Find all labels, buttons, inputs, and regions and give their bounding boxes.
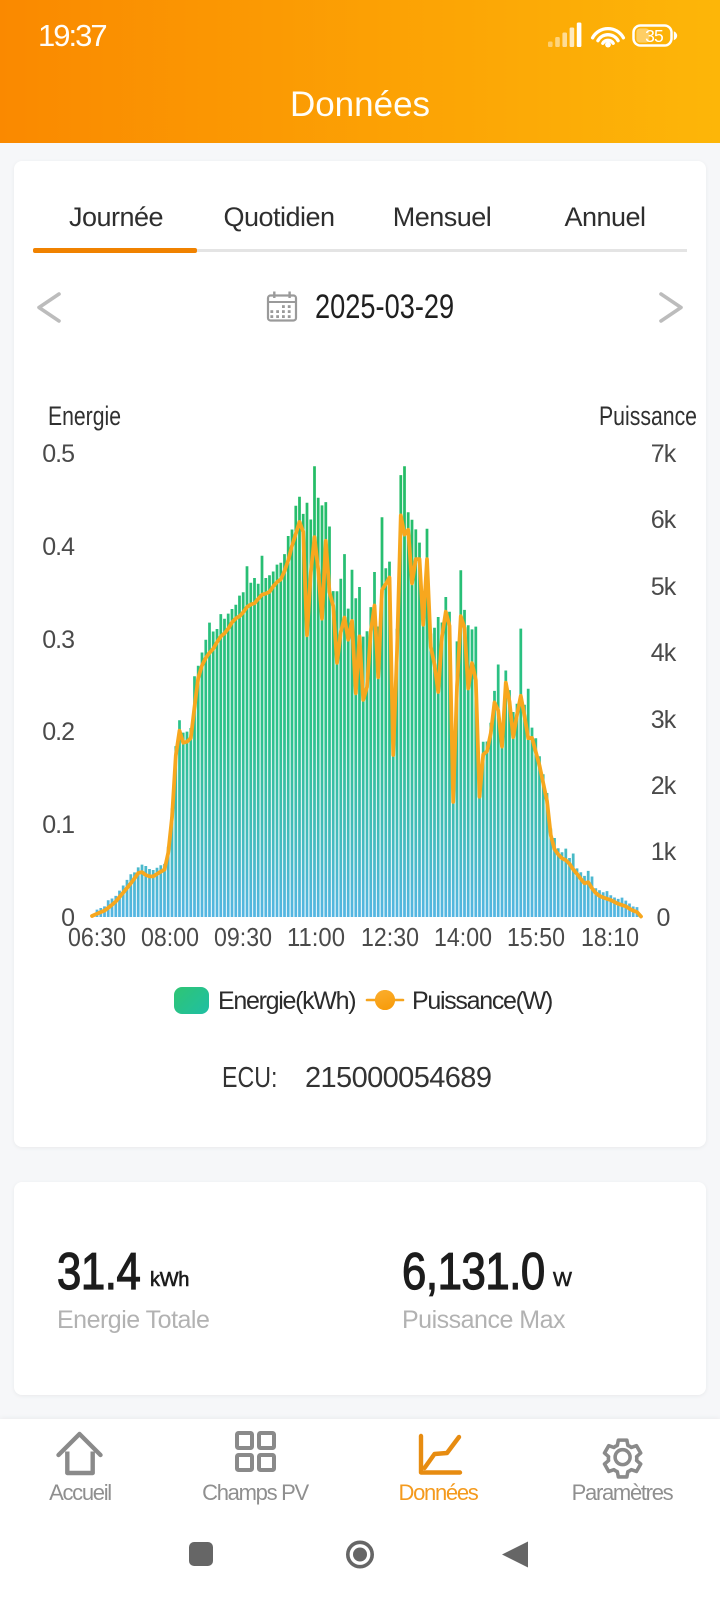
svg-text:1k: 1k [651,838,677,866]
svg-text:0.4: 0.4 [42,533,75,561]
svg-text:5k: 5k [651,573,677,601]
svg-text:3k: 3k [651,706,677,734]
svg-text:0.5: 0.5 [42,440,74,468]
svg-text:0.1: 0.1 [42,811,74,839]
svg-text:09:30: 09:30 [214,922,272,952]
svg-text:15:50: 15:50 [507,922,565,952]
svg-text:7k: 7k [651,440,677,468]
svg-text:14:00: 14:00 [434,922,492,952]
svg-text:08:00: 08:00 [141,922,199,952]
svg-text:0.3: 0.3 [42,626,74,654]
svg-text:06:30: 06:30 [68,922,126,952]
svg-text:Energie: Energie [48,401,121,431]
svg-text:11:00: 11:00 [287,922,345,952]
svg-text:Puissance: Puissance [599,401,697,431]
svg-text:6k: 6k [651,506,677,534]
svg-text:0: 0 [61,904,74,932]
svg-text:4k: 4k [651,639,677,667]
svg-text:2k: 2k [651,772,677,800]
svg-text:35: 35 [645,26,663,46]
svg-text:12:30: 12:30 [361,922,419,952]
svg-text:0.2: 0.2 [42,718,74,746]
svg-text:18:10: 18:10 [581,922,639,952]
svg-text:0: 0 [657,904,670,932]
